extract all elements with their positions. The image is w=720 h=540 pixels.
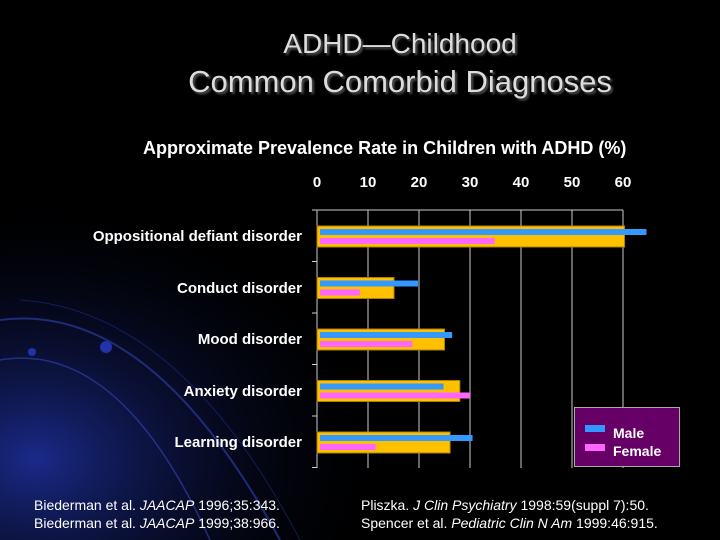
bar-male — [320, 332, 453, 338]
reference-3: Pliszka. J Clin Psychiatry 1998:59(suppl… — [361, 497, 649, 513]
bar-female — [320, 392, 470, 399]
bar-female — [320, 444, 376, 450]
legend-label-female: Female — [613, 443, 662, 459]
legend-swatch-female — [585, 444, 605, 451]
category-label: Conduct disorder — [176, 279, 302, 297]
bar-male — [320, 435, 473, 441]
x-tick-label: 20 — [410, 174, 428, 191]
category-label: Mood disorder — [197, 331, 302, 348]
bar-male — [320, 280, 418, 287]
bar-female — [320, 238, 495, 244]
reference-1: Biederman et al. JAACAP 1996;35:343. — [34, 497, 280, 513]
x-tick-label: 50 — [563, 174, 581, 191]
bar-male — [320, 383, 444, 390]
bar-female — [320, 289, 360, 296]
category-label: Oppositional defiant disorder — [92, 228, 302, 245]
x-tick-label: 0 — [312, 174, 322, 191]
category-label: Anxiety disorder — [183, 382, 302, 400]
legend-swatch-male — [585, 425, 605, 432]
legend-label-male: Male — [613, 425, 645, 441]
reference-4: Spencer et al. Pediatric Clin N Am 1999:… — [361, 515, 658, 531]
x-tick-label: 30 — [461, 174, 479, 191]
x-tick-label: 40 — [512, 174, 530, 191]
reference-2: Biederman et al. JAACAP 1999;38:966. — [34, 515, 280, 531]
bar-female — [320, 341, 413, 347]
category-label: Learning disorder — [174, 434, 302, 451]
slide-title-line2: Common Comorbid Diagnoses — [188, 64, 612, 99]
bar-male — [320, 229, 647, 235]
slide-title-line1: ADHD—Childhood — [283, 28, 517, 59]
x-tick-label: 10 — [359, 174, 377, 191]
legend: Male Female — [574, 407, 680, 467]
chart-title: Approximate Prevalence Rate in Children … — [143, 138, 627, 158]
x-tick-label: 60 — [614, 174, 632, 191]
